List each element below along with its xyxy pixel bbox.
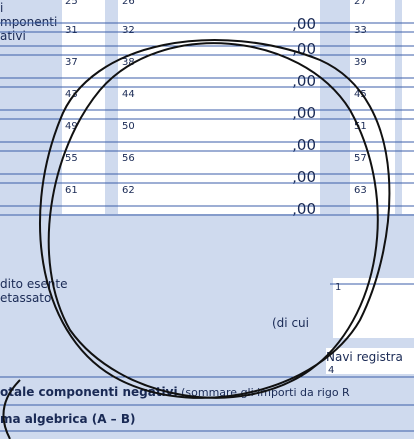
- amount: ,00: [292, 72, 316, 90]
- field-number: 44: [122, 89, 135, 100]
- field-number: 33: [354, 25, 367, 36]
- field-number: 26: [122, 0, 135, 7]
- field-number: 45: [354, 89, 367, 100]
- exempt-label: etassato: [0, 291, 51, 305]
- field-number: 51: [354, 121, 367, 132]
- field-box: [326, 348, 414, 374]
- field-number: 56: [122, 153, 135, 164]
- ships-label: Navi registra: [326, 350, 403, 364]
- field-number: 31: [65, 25, 78, 36]
- col-box: [402, 0, 414, 214]
- hand-circle: [47, 42, 379, 399]
- field-number: 62: [122, 185, 135, 196]
- box-number: 1: [335, 282, 341, 293]
- field-number: 50: [122, 121, 135, 132]
- field-number: 39: [354, 57, 367, 68]
- exempt-label: dito esente: [0, 277, 68, 291]
- left-label: i: [0, 1, 3, 15]
- amount: ,00: [292, 136, 316, 154]
- field-number: 25: [65, 0, 78, 7]
- field-number: 27: [354, 0, 367, 7]
- field-number: 61: [65, 185, 78, 196]
- amount: ,00: [292, 104, 316, 122]
- sum-label: ma algebrica (A – B): [0, 412, 136, 426]
- field-number: 38: [122, 57, 135, 68]
- field-number: 43: [65, 89, 78, 100]
- rows: 25 26 27 ,00 31 32 33 ,00 37 38 39 ,00 43 44 45 ,00 49 50…: [0, 0, 414, 218]
- col-box: [118, 0, 320, 214]
- hand-circles: [2, 39, 391, 439]
- field-number: 32: [122, 25, 135, 36]
- col-box: [62, 0, 105, 214]
- amount: ,00: [292, 15, 316, 33]
- field-number: 37: [65, 57, 78, 68]
- of-which: (di cui: [272, 316, 309, 330]
- left-label: mponenti: [0, 15, 57, 29]
- field-number: 57: [354, 153, 367, 164]
- field-number: 49: [65, 121, 78, 132]
- left-label: ativi: [0, 29, 26, 43]
- amount: ,00: [292, 200, 316, 218]
- field-number: 55: [65, 153, 78, 164]
- hand-circle: [2, 379, 21, 439]
- field-number: 63: [354, 185, 367, 196]
- amount: ,00: [292, 168, 316, 186]
- hand-circle: [39, 39, 391, 399]
- amount: ,00: [292, 40, 316, 58]
- box-number: 4: [328, 365, 334, 376]
- col-box: [350, 0, 395, 214]
- total-bold: otale componenti negativi: [0, 385, 178, 399]
